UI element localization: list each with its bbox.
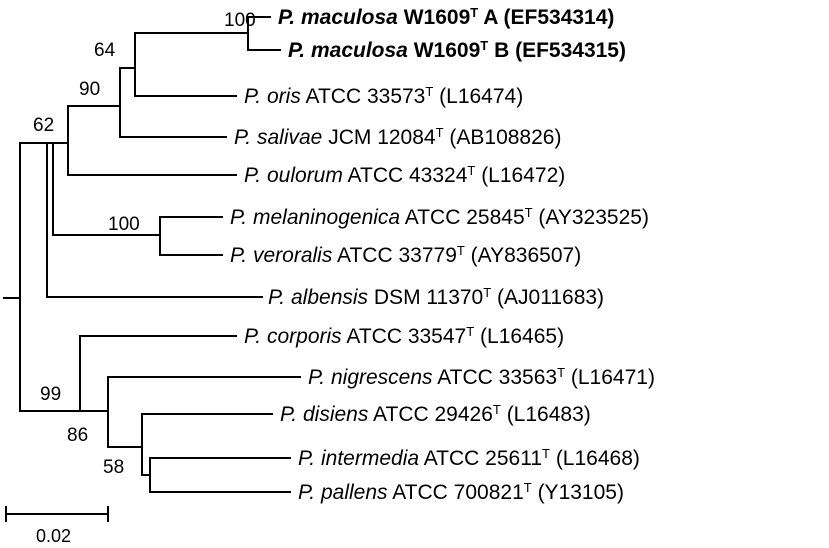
- taxon-label: P. oris ATCC 33573T (L16474): [244, 84, 523, 109]
- taxon-label: P. salivae JCM 12084T (AB108826): [234, 125, 561, 150]
- taxon-label: P. intermedia ATCC 25611T (L16468): [298, 446, 640, 471]
- bootstrap-value: 99: [40, 384, 61, 405]
- taxon-label: P. veroralis ATCC 33779T (AY836507): [230, 243, 581, 268]
- scale-bar: 0.02: [5, 506, 109, 546]
- taxon-label: P. pallens ATCC 700821T (Y13105): [298, 480, 624, 505]
- taxon-label: P. nigrescens ATCC 33563T (L16471): [308, 365, 655, 390]
- bootstrap-value: 64: [94, 40, 116, 61]
- bootstrap-value: 90: [79, 79, 100, 100]
- taxon-label: P. disiens ATCC 29426T (L16483): [280, 402, 591, 427]
- bootstrap-value: 62: [33, 115, 54, 136]
- tree-branches: [3, 16, 301, 493]
- bootstrap-values: 100 64 90 62 100 99 86 58: [33, 10, 256, 478]
- taxon-label: P. maculosa W1609T A (EF534314): [278, 5, 614, 30]
- taxon-label: P. corporis ATCC 33547T (L16465): [244, 324, 564, 349]
- bootstrap-value: 100: [108, 214, 140, 235]
- taxon-label: P. melaninogenica ATCC 25845T (AY323525): [230, 205, 649, 230]
- bootstrap-value: 58: [103, 457, 124, 478]
- taxon-labels: P. maculosa W1609T A (EF534314) P. macul…: [230, 5, 655, 505]
- taxon-label: P. albensis DSM 11370T (AJ011683): [268, 285, 604, 310]
- taxon-label: P. maculosa W1609T B (EF534315): [288, 38, 626, 63]
- bootstrap-value: 100: [224, 10, 256, 31]
- taxon-label: P. oulorum ATCC 43324T (L16472): [244, 163, 565, 188]
- scale-bar-label: 0.02: [36, 526, 71, 546]
- bootstrap-value: 86: [67, 425, 88, 446]
